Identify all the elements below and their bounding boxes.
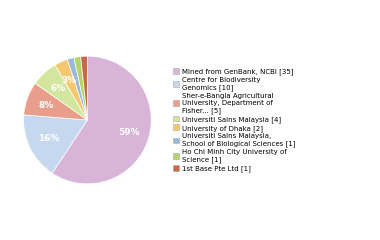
Wedge shape xyxy=(24,115,87,173)
Wedge shape xyxy=(55,59,87,120)
Wedge shape xyxy=(52,56,151,184)
Wedge shape xyxy=(81,56,87,120)
Legend: Mined from GenBank, NCBI [35], Centre for Biodiversity
Genomics [10], Sher-e-Ban: Mined from GenBank, NCBI [35], Centre fo… xyxy=(173,68,295,172)
Wedge shape xyxy=(74,57,87,120)
Wedge shape xyxy=(24,83,87,120)
Text: 16%: 16% xyxy=(38,134,59,144)
Wedge shape xyxy=(35,65,87,120)
Text: 8%: 8% xyxy=(39,101,54,110)
Text: 6%: 6% xyxy=(50,84,66,93)
Text: 3%: 3% xyxy=(62,76,77,85)
Text: 59%: 59% xyxy=(118,128,140,137)
Wedge shape xyxy=(67,58,87,120)
